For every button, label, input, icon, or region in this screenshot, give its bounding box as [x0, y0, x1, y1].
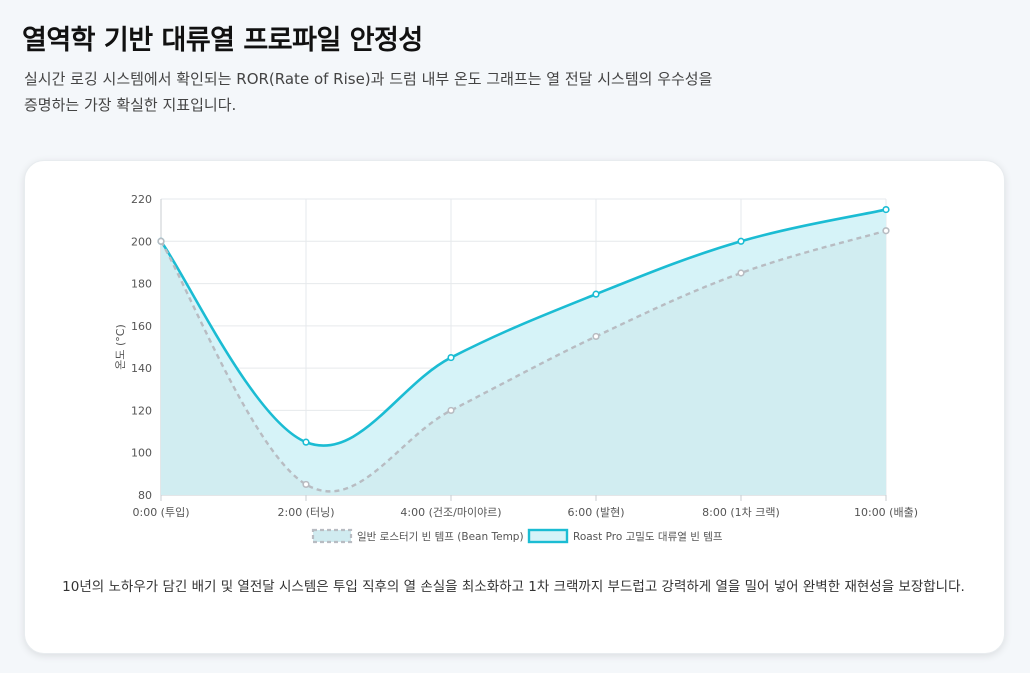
- roast-pro-point: [592, 290, 600, 298]
- x-tick-label: 6:00 (발현): [567, 506, 624, 519]
- bean-temp-point: [447, 406, 455, 415]
- x-tick-label: 2:00 (터닝): [277, 506, 334, 519]
- y-tick-label: 100: [131, 447, 152, 460]
- bean-temp-point: [882, 227, 890, 235]
- bean-temp-point: [157, 237, 165, 245]
- y-tick-label: 140: [131, 362, 152, 375]
- bean-temp-point: [592, 332, 600, 341]
- y-tick-label: 160: [131, 320, 152, 333]
- x-tick-label: 4:00 (건조/마이야르): [400, 506, 501, 519]
- bean-temp-point: [737, 269, 745, 277]
- y-tick-label: 180: [131, 278, 152, 291]
- bean-temp-point: [302, 480, 310, 489]
- bean-temp-line: [159, 229, 887, 493]
- legend-swatch-roast-pro: [527, 528, 569, 544]
- legend-label-roast-pro: Roast Pro 고밀도 대류열 빈 템프: [573, 531, 723, 543]
- legend-swatch-bean-temp: [311, 528, 353, 544]
- roast-pro-point: [447, 353, 455, 362]
- y-axis-label: 온도 (°C): [114, 324, 127, 370]
- chart-caption: 10년의 노하우가 담긴 배기 및 열전달 시스템은 투입 직후의 열 손실을 …: [62, 579, 965, 595]
- x-tick-label: 8:00 (1차 크랙): [702, 506, 780, 519]
- roast-pro-point: [737, 237, 745, 245]
- roast-pro-point: [882, 205, 890, 214]
- y-tick-label: 120: [131, 404, 152, 417]
- x-tick-label: 10:00 (배출): [854, 506, 918, 519]
- roast-pro-line: [159, 208, 887, 447]
- temperature-chart: 80 100 120 140 160 180 200 220 0:00 (투입) 2:00 (터닝…: [114, 193, 918, 544]
- roast-pro-point: [302, 438, 310, 446]
- y-tick-label: 220: [131, 193, 152, 206]
- page-description: 실시간 로깅 시스템에서 확인되는 ROR(Rate of Rise)과 드럼 …: [24, 70, 713, 114]
- page-title: 열역학 기반 대류열 프로파일 안정성: [22, 25, 423, 56]
- legend-label-bean-temp: 일반 로스터기 빈 템프 (Bean Temp): [357, 530, 524, 543]
- y-tick-label: 80: [138, 489, 152, 502]
- bean-temp-area: [161, 230, 886, 495]
- y-tick-label: 200: [131, 235, 152, 248]
- chart-card: 80 100 120 140 160 180 200 220 0:00 (투입) 2:00 (터닝…: [24, 160, 1005, 654]
- x-tick-label: 0:00 (투입): [132, 506, 189, 519]
